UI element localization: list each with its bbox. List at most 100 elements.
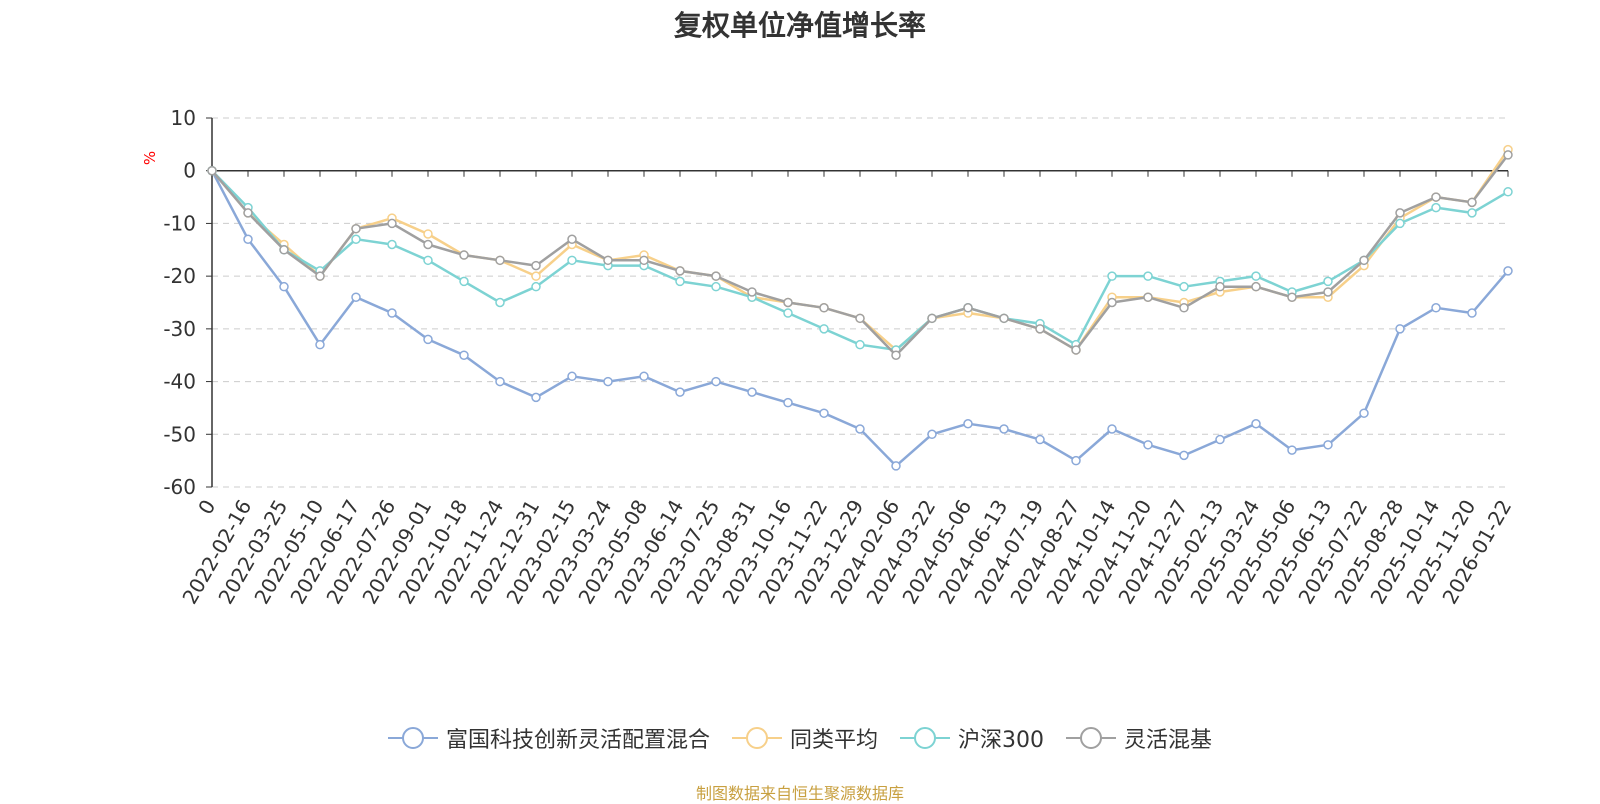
data-point — [243, 208, 253, 218]
data-point — [423, 229, 433, 239]
legend-swatch — [900, 727, 950, 749]
data-point — [315, 271, 325, 281]
data-point — [1287, 445, 1297, 455]
data-point — [1179, 303, 1189, 313]
data-point — [459, 250, 469, 260]
data-point — [387, 239, 397, 250]
data-point — [1251, 418, 1261, 429]
legend-label: 同类平均 — [789, 728, 878, 753]
data-point — [315, 339, 325, 350]
legend-label: 富国科技创新灵活配置混合 — [445, 728, 710, 753]
data-point — [1503, 187, 1513, 197]
y-tick-label: -30 — [163, 317, 196, 341]
y-tick-label: -20 — [163, 264, 196, 288]
legend-item-1[interactable]: 富国科技创新灵活配置混合 — [387, 722, 710, 754]
data-point — [783, 308, 793, 318]
data-point — [495, 376, 505, 387]
data-point — [1071, 345, 1081, 355]
data-point — [1107, 424, 1117, 434]
data-point — [1071, 455, 1081, 466]
data-point — [819, 303, 829, 313]
data-point — [1035, 324, 1045, 334]
data-point — [675, 276, 685, 287]
data-point — [891, 350, 901, 360]
data-point — [675, 266, 685, 276]
data-point — [531, 260, 541, 271]
data-point — [1323, 440, 1333, 450]
data-point — [531, 271, 541, 281]
legend-label: 灵活混基 — [1124, 728, 1213, 753]
data-point — [711, 376, 721, 387]
data-point — [351, 223, 361, 234]
data-point — [1359, 408, 1369, 418]
data-point — [1431, 202, 1441, 213]
data-point — [711, 271, 721, 281]
data-point — [1395, 324, 1405, 334]
line-chart: 100-10-20-30-40-50-60%02022-02-162022-03… — [141, 106, 1516, 608]
data-point — [1143, 271, 1153, 281]
legend-item-4[interactable]: 灵活混基 — [1066, 722, 1212, 754]
data-point — [567, 255, 577, 266]
data-point — [1503, 266, 1513, 276]
data-point — [855, 424, 865, 434]
data-point — [279, 281, 289, 292]
data-point — [567, 371, 577, 382]
data-point — [243, 234, 253, 244]
data-point — [783, 397, 793, 408]
data-point — [603, 255, 613, 266]
y-tick-label: 10 — [171, 106, 196, 130]
data-point — [423, 239, 433, 250]
data-point — [279, 245, 289, 255]
data-point — [675, 387, 685, 397]
data-point — [963, 418, 973, 429]
data-point — [711, 281, 721, 292]
data-point — [999, 313, 1009, 324]
legend-item-3[interactable]: 沪深300 — [900, 722, 1044, 754]
data-point — [1503, 150, 1513, 160]
data-point — [495, 297, 505, 308]
data-point — [1107, 271, 1117, 281]
data-point — [387, 308, 397, 318]
y-tick-label: -50 — [163, 422, 196, 446]
y-tick-label: 0 — [183, 159, 196, 183]
data-point — [783, 297, 793, 308]
data-point — [819, 408, 829, 418]
data-point — [1323, 276, 1333, 287]
data-point — [423, 334, 433, 345]
y-tick-label: -40 — [163, 370, 196, 394]
data-point — [891, 461, 901, 471]
data-point — [1323, 287, 1333, 297]
data-point — [855, 339, 865, 350]
y-tick-label: -10 — [163, 211, 196, 235]
data-point — [351, 292, 361, 302]
data-point — [1107, 297, 1117, 308]
data-point — [1287, 292, 1297, 302]
data-point — [1179, 450, 1189, 461]
data-point — [639, 371, 649, 382]
x-tick-label: 0 — [193, 496, 220, 519]
data-point — [999, 424, 1009, 434]
data-point — [927, 429, 937, 440]
data-point — [351, 234, 361, 244]
data-point — [1467, 197, 1477, 208]
data-point — [1359, 255, 1369, 266]
data-point — [747, 387, 757, 397]
data-point — [531, 392, 541, 403]
data-point — [459, 350, 469, 360]
legend: 富国科技创新灵活配置混合 同类平均 沪深300 灵活混基 — [0, 722, 1600, 754]
data-point — [819, 324, 829, 334]
data-point — [1251, 271, 1261, 281]
source-note: 制图数据来自恒生聚源数据库 — [695, 784, 904, 803]
data-point — [1467, 208, 1477, 218]
data-point — [927, 313, 937, 324]
data-point — [207, 165, 217, 176]
data-point — [1179, 281, 1189, 292]
legend-label: 沪深300 — [958, 728, 1044, 753]
data-point — [387, 218, 397, 229]
data-point — [1215, 434, 1225, 445]
legend-item-2[interactable]: 同类平均 — [731, 722, 878, 754]
legend-swatch — [1066, 727, 1116, 749]
chart-title: 复权单位净值增长率 — [673, 9, 926, 42]
data-point — [1215, 281, 1225, 292]
data-point — [855, 313, 865, 324]
